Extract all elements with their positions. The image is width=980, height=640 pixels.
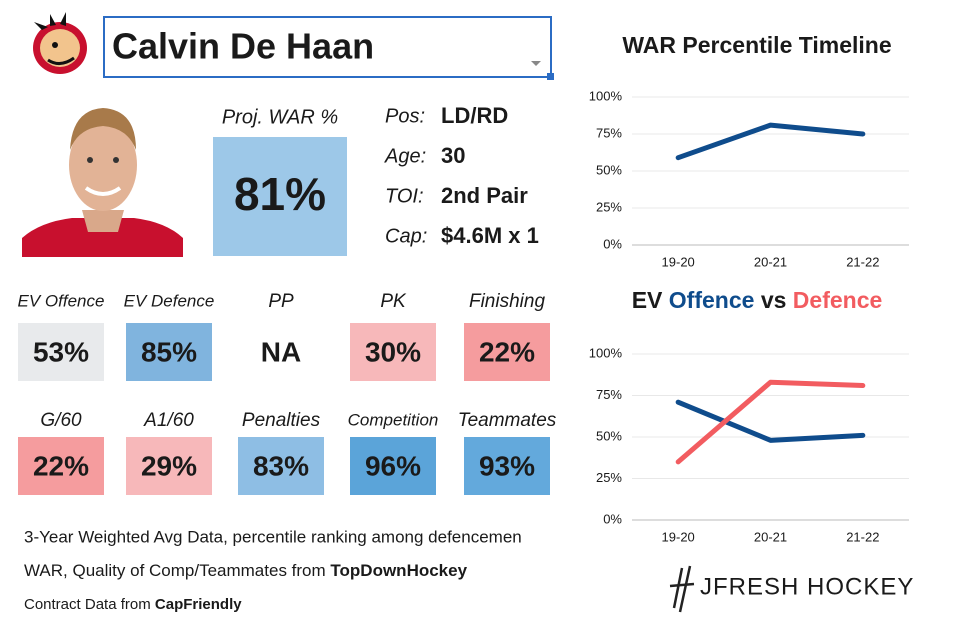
info-label: TOI: bbox=[385, 185, 424, 207]
brand-logo: JFRESH HOCKEY bbox=[669, 565, 914, 613]
metric-box bbox=[464, 437, 550, 495]
info-value: $4.6M x 1 bbox=[441, 223, 539, 248]
metric-value: 96% bbox=[365, 450, 421, 481]
metric-value: 30% bbox=[365, 336, 421, 367]
metric-label: EV Defence bbox=[124, 291, 215, 310]
metric-label: PK bbox=[380, 291, 407, 312]
metric-value: NA bbox=[261, 336, 301, 367]
title-part: EV bbox=[632, 287, 663, 313]
title-series: Defence bbox=[793, 287, 882, 313]
metric-label: PP bbox=[268, 291, 294, 312]
info-value: 30 bbox=[441, 143, 465, 168]
line-chart: 0% 25% 50% 75% 100% 19-20 20-21 21-22 bbox=[589, 88, 909, 269]
metric-box bbox=[238, 323, 324, 381]
player-photo bbox=[22, 105, 183, 257]
y-tick-label: 50% bbox=[596, 428, 622, 443]
footer-note: 3-Year Weighted Avg Data, percentile ran… bbox=[24, 527, 522, 546]
metric-value: 22% bbox=[33, 450, 89, 481]
info-value: 2nd Pair bbox=[441, 183, 528, 208]
y-tick-label: 25% bbox=[596, 199, 622, 214]
info-label: Pos: bbox=[385, 105, 425, 127]
projection-value: 81% bbox=[234, 168, 326, 220]
metric-value: 85% bbox=[141, 336, 197, 367]
x-tick-label: 20-21 bbox=[754, 529, 787, 544]
metric-box bbox=[350, 323, 436, 381]
player-select[interactable] bbox=[103, 16, 552, 78]
dropdown-arrow[interactable] bbox=[531, 61, 541, 66]
metric-box bbox=[238, 437, 324, 495]
info-value: LD/RD bbox=[441, 103, 508, 128]
player-name: Calvin De Haan bbox=[112, 26, 374, 67]
metric-value: 22% bbox=[479, 336, 535, 367]
metric-value: 53% bbox=[33, 336, 89, 367]
y-tick-label: 50% bbox=[596, 162, 622, 177]
footer-source: Contract Data from CapFriendly bbox=[24, 596, 242, 613]
title-series: Offence bbox=[669, 287, 755, 313]
metric-label: G/60 bbox=[40, 410, 82, 431]
metric-box bbox=[126, 437, 212, 495]
title-part: vs bbox=[761, 287, 787, 313]
metric-box bbox=[126, 323, 212, 381]
metric-box bbox=[18, 323, 104, 381]
source-name: CapFriendly bbox=[155, 596, 242, 613]
metric-label: Teammates bbox=[458, 410, 557, 431]
data-line bbox=[675, 399, 866, 443]
metric-box bbox=[18, 437, 104, 495]
brand-name: JFRESH HOCKEY bbox=[700, 573, 914, 600]
x-tick-label: 21-22 bbox=[846, 529, 879, 544]
x-tick-label: 19-20 bbox=[662, 254, 695, 269]
info-list: Pos: LD/RD Age: 30 TOI: 2nd Pair Cap: $4.6M x 1 bbox=[384, 103, 539, 248]
metric-label: Penalties bbox=[242, 410, 321, 431]
metric-label: A1/60 bbox=[143, 410, 194, 431]
source-text: Contract Data from bbox=[24, 596, 151, 613]
x-tick-label: 19-20 bbox=[662, 529, 695, 544]
metric-label: Competition bbox=[348, 410, 439, 429]
y-tick-label: 100% bbox=[589, 88, 623, 103]
footer-source: WAR, Quality of Comp/Teammates from TopD… bbox=[24, 561, 468, 580]
info-label: Age: bbox=[384, 145, 426, 167]
metric-value: 83% bbox=[253, 450, 309, 481]
y-tick-label: 25% bbox=[596, 470, 622, 485]
projection-label: Proj. WAR % bbox=[222, 106, 338, 128]
y-tick-label: 0% bbox=[603, 511, 622, 526]
metric-value: 29% bbox=[141, 450, 197, 481]
chart-title: WAR Percentile Timeline bbox=[622, 32, 891, 58]
team-logo bbox=[33, 12, 87, 74]
data-line bbox=[675, 122, 866, 161]
metric-label: EV Offence bbox=[18, 291, 105, 310]
data-line bbox=[675, 379, 866, 465]
metric-label: Finishing bbox=[469, 291, 545, 312]
info-label: Cap: bbox=[385, 225, 427, 247]
source-name: TopDownHockey bbox=[330, 561, 467, 580]
y-tick-label: 0% bbox=[603, 236, 622, 251]
source-text: WAR, Quality of Comp/Teammates from bbox=[24, 561, 326, 580]
resize-handle bbox=[547, 73, 554, 80]
x-tick-label: 21-22 bbox=[846, 254, 879, 269]
chart-title: EV Offence vs Defence bbox=[632, 287, 883, 313]
projection-box bbox=[213, 137, 347, 256]
x-tick-label: 20-21 bbox=[754, 254, 787, 269]
metric-value: 93% bbox=[479, 450, 535, 481]
metrics-grid: EV Offence 53% EV Defence 85% PP NA PK 30% Finis… bbox=[18, 291, 557, 495]
y-tick-label: 100% bbox=[589, 345, 623, 360]
metric-box bbox=[350, 437, 436, 495]
y-tick-label: 75% bbox=[596, 125, 622, 140]
line-chart: 0% 25% 50% 75% 100% 19-20 20-21 21-22 bbox=[589, 345, 909, 544]
y-tick-label: 75% bbox=[596, 387, 622, 402]
metric-box bbox=[464, 323, 550, 381]
